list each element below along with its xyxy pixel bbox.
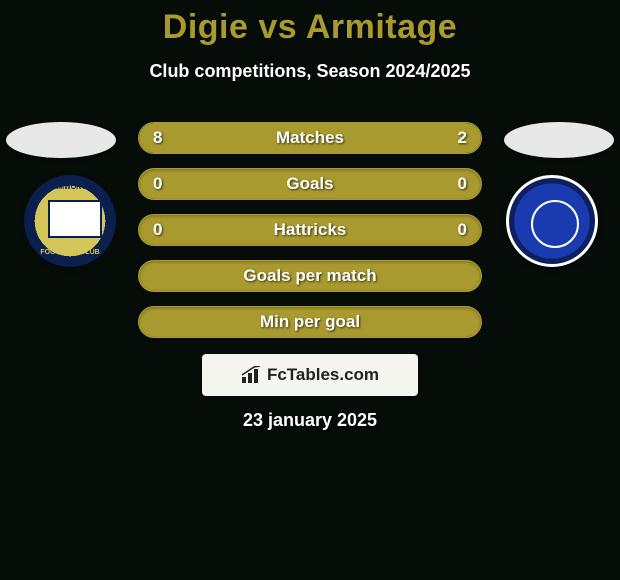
club-left-name: TAMWORTH xyxy=(27,184,113,191)
stat-bar: 00Goals xyxy=(138,168,482,200)
player-right-oval xyxy=(504,122,614,158)
branding-box: FcTables.com xyxy=(202,354,418,396)
branding-text: FcTables.com xyxy=(267,365,379,385)
subtitle: Club competitions, Season 2024/2025 xyxy=(0,61,620,82)
player-left-oval xyxy=(6,122,116,158)
date-line: 23 january 2025 xyxy=(0,410,620,431)
stat-bar: 82Matches xyxy=(138,122,482,154)
club-badge-left: TAMWORTH FOOTBALL CLUB xyxy=(24,175,116,267)
stat-label: Hattricks xyxy=(139,220,481,240)
stats-area: 82Matches 00Goals 00Hattricks Goals per mat… xyxy=(138,122,482,352)
stat-label: Matches xyxy=(139,128,481,148)
stat-label: Goals xyxy=(139,174,481,194)
page-title: Digie vs Armitage xyxy=(0,0,620,47)
stat-bar: Min per goal xyxy=(138,306,482,338)
stat-bar: Goals per match xyxy=(138,260,482,292)
stat-label: Min per goal xyxy=(139,312,481,332)
stat-bar: 00Hattricks xyxy=(138,214,482,246)
comparison-card: Digie vs Armitage Club competitions, Sea… xyxy=(0,0,620,580)
club-badge-right xyxy=(506,175,598,267)
club-left-sub: FOOTBALL CLUB xyxy=(27,249,113,256)
chart-icon xyxy=(241,366,263,384)
stat-label: Goals per match xyxy=(139,266,481,286)
